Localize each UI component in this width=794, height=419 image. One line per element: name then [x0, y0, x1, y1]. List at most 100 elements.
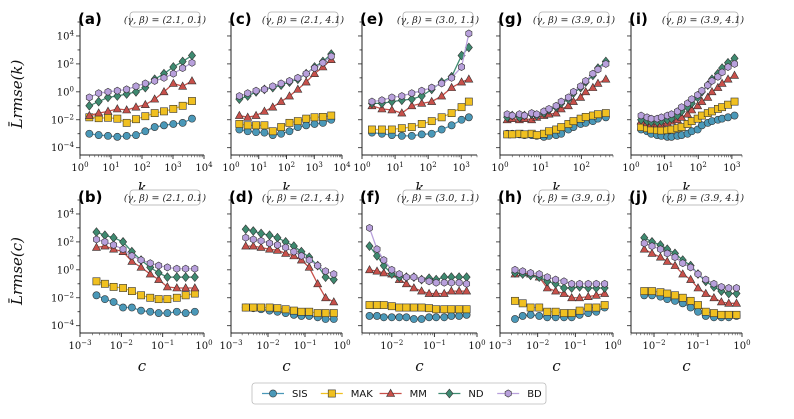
data-point — [710, 279, 718, 288]
data-point — [145, 269, 155, 278]
series-line-mm — [245, 245, 335, 303]
data-point — [592, 303, 601, 312]
data-point — [282, 243, 290, 252]
y-axis-label-bottom: L̄rmse(c) — [8, 237, 26, 306]
data-point — [526, 310, 535, 319]
series-bd — [637, 59, 738, 123]
data-point — [545, 127, 553, 136]
data-point — [431, 288, 441, 297]
data-point — [438, 79, 446, 88]
data-point — [551, 307, 560, 316]
data-point — [372, 266, 382, 275]
data-point — [85, 129, 94, 138]
panel-d: 10−3 10−2 10−1 100 c (d) (γ, β) = (2.1, 4.1) — [219, 188, 350, 375]
data-point — [668, 110, 675, 119]
data-point — [671, 253, 679, 262]
data-point — [402, 313, 411, 322]
data-point — [150, 123, 159, 131]
param-label: (γ, β) = (2.1, 0.1) — [124, 15, 207, 26]
data-point — [588, 82, 598, 91]
data-point — [94, 108, 104, 117]
data-point — [462, 286, 472, 295]
data-point — [277, 123, 286, 131]
data-point — [109, 232, 118, 243]
data-point — [584, 303, 593, 312]
data-point — [377, 104, 387, 113]
x-axis-label: k — [137, 179, 146, 197]
data-point — [293, 117, 302, 126]
legend-label: MAK — [351, 389, 373, 400]
data-point — [687, 263, 695, 272]
panel-h: 10−3 10−2 10−1 100 c (h) (γ, β) = (3.9, 0.1) — [488, 188, 621, 375]
data-point — [465, 29, 473, 38]
data-point — [252, 128, 260, 137]
param-label: (γ, β) = (3.9, 4.1) — [662, 193, 745, 204]
y-tick-label: 100 — [57, 263, 74, 276]
data-point — [398, 92, 406, 100]
data-point — [395, 270, 403, 278]
data-point — [163, 295, 172, 304]
x-tick-label: 102 — [573, 161, 590, 174]
data-point — [187, 76, 197, 85]
data-point — [686, 274, 696, 283]
legend-label: MM — [410, 389, 427, 400]
data-point — [137, 306, 145, 315]
data-point — [273, 304, 282, 313]
legend-marker — [445, 388, 454, 399]
data-point — [535, 312, 544, 320]
data-point — [302, 121, 311, 130]
data-point — [154, 268, 163, 278]
param-label: (γ, β) = (3.0, 1.1) — [397, 15, 480, 26]
data-point — [409, 283, 419, 292]
data-point — [104, 131, 112, 140]
data-point — [188, 114, 196, 123]
panel-f: 10−2 10−1 100 c (f) (γ, β) = (3.0, 1.1) — [358, 188, 486, 375]
data-point — [437, 91, 447, 100]
data-point — [365, 301, 374, 309]
data-point — [408, 89, 416, 98]
param-label: (γ, β) = (2.1, 0.1) — [124, 193, 207, 204]
data-point — [373, 312, 381, 320]
data-point — [110, 241, 118, 249]
data-point — [103, 106, 113, 115]
x-tick-label: 10−1 — [686, 339, 709, 352]
x-tick-label: 10−1 — [423, 339, 446, 352]
data-point — [528, 109, 536, 118]
data-point — [731, 298, 742, 307]
data-point — [409, 303, 418, 312]
data-point — [570, 87, 577, 96]
y-tick-label: 102 — [57, 57, 74, 70]
data-point — [127, 303, 136, 312]
data-point — [447, 312, 456, 320]
legend-marker — [386, 388, 396, 397]
data-point — [150, 94, 160, 103]
data-point — [535, 303, 544, 312]
data-point — [648, 287, 656, 296]
param-label: (γ, β) = (3.9, 4.1) — [662, 15, 745, 26]
data-point — [663, 289, 672, 298]
data-point — [290, 247, 298, 256]
data-point — [556, 104, 566, 113]
data-point — [594, 65, 602, 74]
data-point — [301, 77, 311, 86]
data-point — [503, 110, 511, 119]
x-tick-label: 103 — [723, 161, 740, 174]
data-point — [123, 85, 131, 94]
data-point — [85, 100, 94, 111]
data-point — [380, 256, 388, 265]
data-point — [140, 99, 150, 108]
data-point — [527, 268, 535, 277]
data-point — [448, 73, 456, 82]
x-axis-label: c — [282, 357, 291, 375]
data-point — [119, 284, 127, 292]
data-point — [602, 59, 610, 68]
data-point — [305, 256, 313, 265]
y-tick-label: 10−2 — [51, 113, 74, 126]
series-bd — [85, 58, 196, 102]
data-point — [730, 111, 739, 120]
data-point — [591, 290, 601, 299]
series-mm — [241, 241, 339, 306]
data-point — [425, 313, 433, 322]
data-point — [464, 97, 473, 106]
data-point — [243, 121, 252, 130]
